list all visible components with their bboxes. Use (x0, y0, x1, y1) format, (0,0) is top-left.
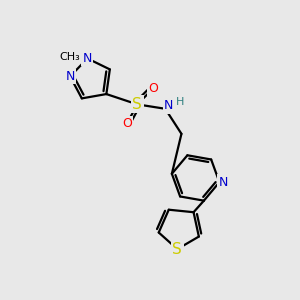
Text: O: O (148, 82, 158, 95)
Text: H: H (176, 97, 185, 107)
Text: S: S (132, 97, 142, 112)
Text: S: S (172, 242, 182, 256)
Text: N: N (164, 99, 173, 112)
Text: N: N (218, 176, 228, 189)
Text: N: N (65, 70, 75, 83)
Text: CH₃: CH₃ (60, 52, 80, 62)
Text: N: N (83, 52, 92, 65)
Text: O: O (122, 117, 132, 130)
